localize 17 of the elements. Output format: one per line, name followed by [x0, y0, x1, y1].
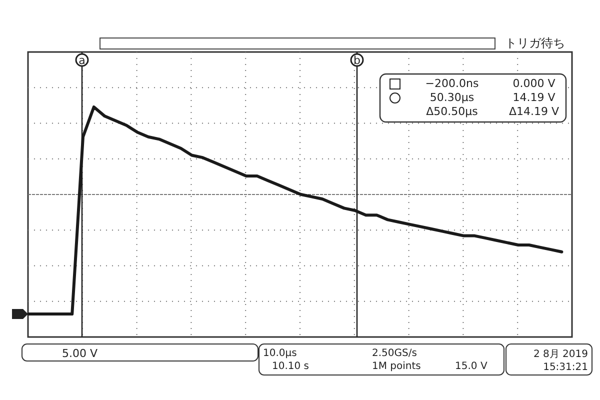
text: 50.30µs — [430, 91, 474, 104]
text: 2.50GS/s — [372, 348, 417, 359]
text: −200.0ns — [425, 77, 479, 90]
text: a — [78, 54, 86, 67]
annotation: Δ50.50µs — [426, 105, 478, 118]
text: 2 8月 2019 — [533, 349, 588, 360]
text: 0.000 V — [512, 77, 556, 90]
text: 10.0µs — [263, 348, 297, 359]
text: 15:31:21 — [543, 362, 588, 373]
text: トリガ待ち — [505, 36, 565, 50]
text: b — [354, 54, 361, 67]
text: 14.19 V — [512, 91, 556, 104]
text: 15.0 V — [455, 361, 488, 372]
annotation: Δ14.19 V — [508, 105, 560, 118]
text: 1M points — [372, 361, 421, 372]
text: 10.10 s — [272, 361, 310, 372]
text: 5.00 V — [62, 347, 98, 360]
